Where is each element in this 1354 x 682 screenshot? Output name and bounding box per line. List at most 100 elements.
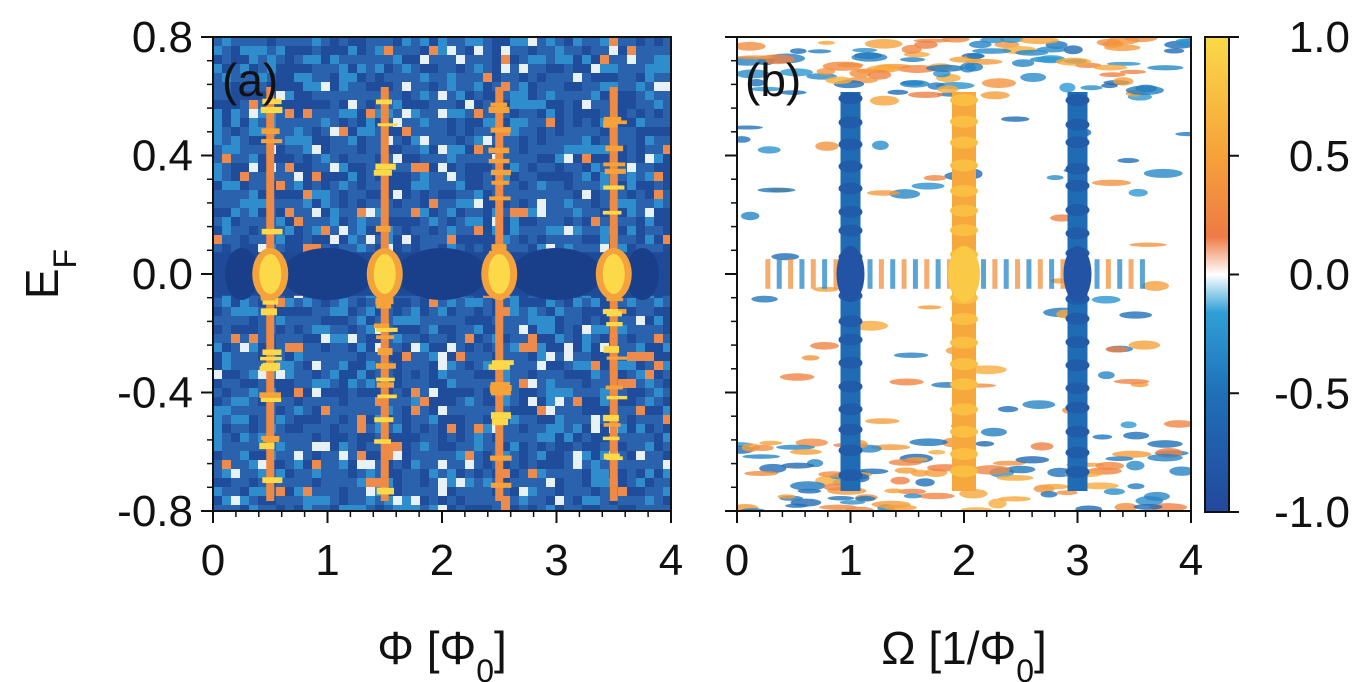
panel-a-cell [591, 235, 600, 244]
panel-a-cell [555, 172, 564, 181]
panel-b-harmonic-blob [950, 336, 978, 349]
panel-a-cell [528, 316, 537, 325]
panel-b-stripe [1094, 259, 1100, 289]
panel-a-cell [294, 73, 303, 82]
panel-a-cell [654, 199, 663, 208]
panel-a-cell [627, 172, 636, 181]
panel-a-cell [240, 505, 249, 511]
panel-a-cell [222, 361, 231, 370]
panel-a-cell [438, 109, 447, 118]
panel-a-peak-blob [377, 394, 397, 399]
panel-a-cell [636, 388, 645, 397]
panel-b-noise-blob [864, 38, 903, 49]
panel-a-cell [285, 235, 294, 244]
panel-b-noise-blob [1126, 460, 1145, 471]
panel-a-cell [546, 109, 555, 118]
panel-b-noise-blob [817, 40, 835, 45]
panel-a-peak-blob [259, 392, 281, 398]
panel-a-cell [582, 370, 591, 379]
panel-b-noise-blob [1040, 491, 1058, 498]
panel-a-cell [339, 415, 348, 424]
panel-a-cell [591, 460, 600, 469]
panel-a-cell [393, 181, 402, 190]
panel-a-cell [663, 235, 671, 244]
panel-b-xlabel-sub: 0 [1016, 653, 1034, 682]
panel-a-cell [249, 118, 258, 127]
panel-a-cell [618, 100, 627, 109]
panel-a-cell [420, 469, 429, 478]
panel-a-cell [537, 442, 546, 451]
panel-a-cell [447, 118, 456, 127]
panel-a-cell [483, 73, 492, 82]
panel-a-cell [627, 352, 636, 361]
panel-a-cell [249, 199, 258, 208]
panel-b-harmonic-blob [1065, 118, 1090, 131]
panel-a-cell [420, 307, 429, 316]
panel-a-cell [231, 136, 240, 145]
panel-b-noise-blob [926, 64, 965, 72]
panel-a-cell [582, 451, 591, 460]
panel-a-cell [438, 352, 447, 361]
panel-a-cell [663, 496, 671, 505]
panel-a-peak-center [259, 254, 282, 294]
panel-a-cell [447, 226, 456, 235]
panel-a-cell [429, 298, 438, 307]
panel-a-cell [276, 235, 285, 244]
panel-a-cell [312, 451, 321, 460]
panel-a-cell [456, 100, 465, 109]
panel-a-cell [519, 145, 528, 154]
panel-b-noise-blob [790, 481, 826, 491]
panel-b-stripe [799, 259, 805, 289]
panel-a-cell [393, 379, 402, 388]
panel-a-cell [402, 433, 411, 442]
panel-b-stripe [1015, 259, 1021, 289]
panel-a-cell [537, 406, 546, 415]
panel-b-harmonic-blob [838, 403, 863, 416]
panel-a-cell [465, 199, 474, 208]
panel-a-peak-blob [377, 123, 398, 127]
panel-a-cell [285, 100, 294, 109]
panel-a-cell [222, 343, 231, 352]
panel-a-cell [627, 199, 636, 208]
panel-a-cell [366, 460, 375, 469]
panel-a-cell [645, 469, 654, 478]
panel-a-cell [213, 235, 222, 244]
panel-b-noise-blob [1006, 465, 1036, 474]
panel-a-cell [312, 172, 321, 181]
panel-a-cell [366, 118, 375, 127]
panel-a-cell [618, 442, 627, 451]
panel-a-cell [474, 442, 483, 451]
panel-a-cell [618, 397, 627, 406]
panel-a-cell [339, 361, 348, 370]
panel-b-noise-blob [1095, 461, 1125, 470]
panel-a-cell [447, 343, 456, 352]
panel-a-cell [393, 496, 402, 505]
panel-b-noise-blob [928, 450, 946, 455]
panel-a-cell [600, 469, 609, 478]
panel-a-peak-blob [603, 121, 618, 128]
panel-b-harmonic-blob [838, 138, 863, 151]
panel-a-cell [348, 235, 357, 244]
panel-a-cell [357, 217, 366, 226]
panel-a-cell [222, 424, 231, 433]
panel-b-noise-blob [981, 78, 1017, 88]
panel-a-cell [231, 433, 240, 442]
panel-b-noise-blob [884, 504, 917, 511]
panel-a-cell [276, 316, 285, 325]
panel-a-cell [348, 37, 357, 46]
panel-b-stripe [901, 259, 907, 289]
panel-a-cell [330, 334, 339, 343]
panel-a-cell [528, 388, 537, 397]
panel-a-cell [303, 460, 312, 469]
panel-a-cell [618, 208, 627, 217]
panel-a-cell [366, 100, 375, 109]
panel-a-cell [546, 352, 555, 361]
panel-a-cell [456, 145, 465, 154]
panel-b-noise-blob [785, 503, 808, 508]
panel-a-cell [357, 244, 366, 253]
panel-a-cell [411, 235, 420, 244]
panel-b-harmonic-blob [1065, 136, 1090, 149]
panel-b-harmonic-blob [1065, 162, 1090, 175]
panel-a-cell [447, 487, 456, 496]
panel-a-cell [456, 469, 465, 478]
